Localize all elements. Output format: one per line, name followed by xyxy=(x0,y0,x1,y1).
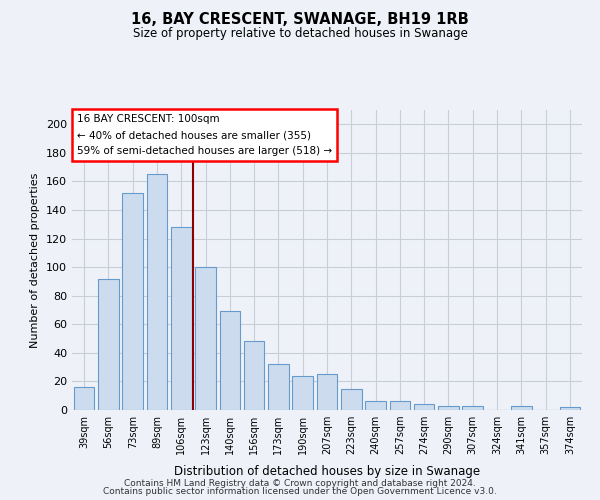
Bar xyxy=(292,376,313,410)
Bar xyxy=(220,312,240,410)
Bar xyxy=(244,342,265,410)
Bar xyxy=(463,406,483,410)
Bar xyxy=(268,364,289,410)
Bar xyxy=(438,406,459,410)
Bar xyxy=(365,402,386,410)
Bar xyxy=(171,227,191,410)
X-axis label: Distribution of detached houses by size in Swanage: Distribution of detached houses by size … xyxy=(174,466,480,478)
Text: Contains HM Land Registry data © Crown copyright and database right 2024.: Contains HM Land Registry data © Crown c… xyxy=(124,478,476,488)
Bar xyxy=(341,388,362,410)
Bar xyxy=(122,193,143,410)
Bar xyxy=(560,407,580,410)
Bar xyxy=(511,406,532,410)
Bar xyxy=(389,402,410,410)
Text: 16, BAY CRESCENT, SWANAGE, BH19 1RB: 16, BAY CRESCENT, SWANAGE, BH19 1RB xyxy=(131,12,469,28)
Text: Size of property relative to detached houses in Swanage: Size of property relative to detached ho… xyxy=(133,28,467,40)
Bar xyxy=(195,267,216,410)
Y-axis label: Number of detached properties: Number of detached properties xyxy=(31,172,40,348)
Text: 16 BAY CRESCENT: 100sqm
← 40% of detached houses are smaller (355)
59% of semi-d: 16 BAY CRESCENT: 100sqm ← 40% of detache… xyxy=(77,114,332,156)
Bar xyxy=(98,278,119,410)
Bar xyxy=(414,404,434,410)
Bar xyxy=(146,174,167,410)
Bar xyxy=(317,374,337,410)
Bar xyxy=(74,387,94,410)
Text: Contains public sector information licensed under the Open Government Licence v3: Contains public sector information licen… xyxy=(103,487,497,496)
